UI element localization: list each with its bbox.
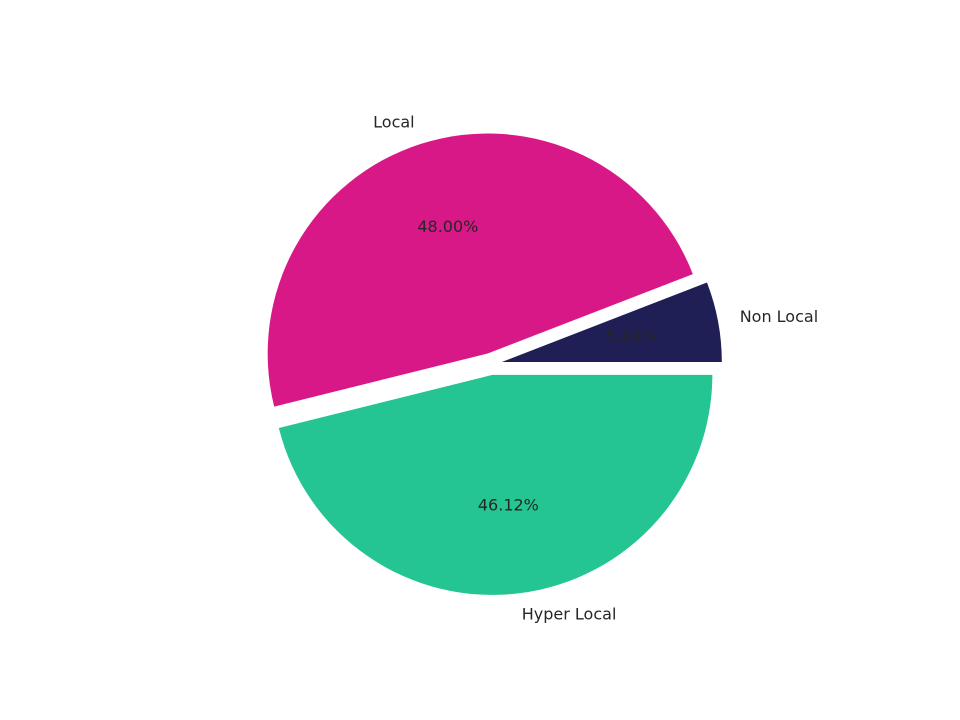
slice-label: Hyper Local xyxy=(522,605,617,624)
value-label: 5.88% xyxy=(606,327,657,346)
slice-label: Non Local xyxy=(740,307,818,326)
pie-slice xyxy=(501,282,722,362)
value-label: 48.00% xyxy=(417,217,478,236)
pie-slice xyxy=(278,374,713,595)
pie-slice xyxy=(267,133,693,407)
value-label: 46.12% xyxy=(478,495,539,514)
slice-label: Local xyxy=(373,112,414,131)
